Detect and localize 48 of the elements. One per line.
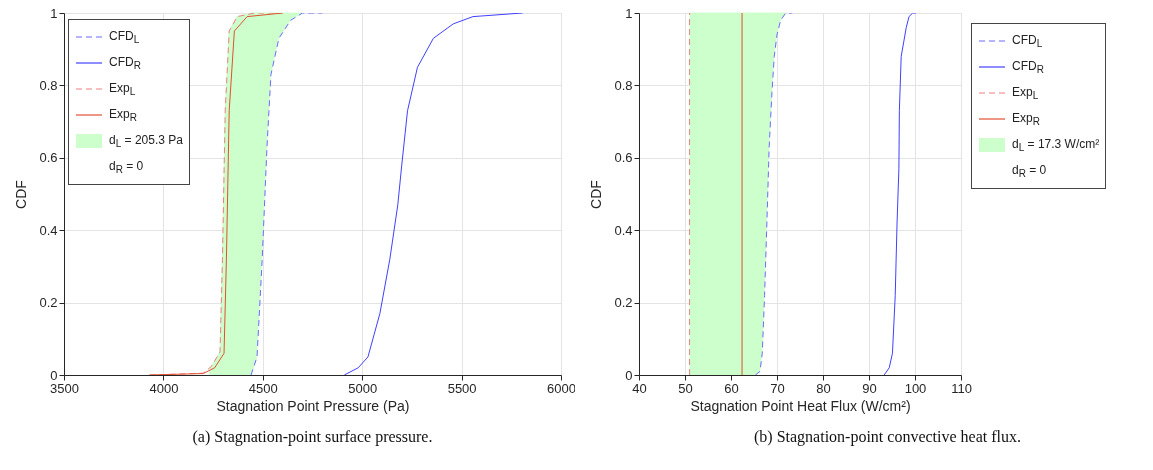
y-tick-label: 0 (50, 367, 58, 383)
x-tick-label: 70 (770, 380, 785, 396)
x-tick-label: 80 (816, 380, 831, 396)
y-tick-label: 1 (625, 5, 633, 21)
line-series (343, 13, 524, 375)
legend-label: Exp$_{R}$ (1012, 110, 1040, 128)
x-tick-label: 90 (862, 380, 877, 396)
x-tick-label: 110 (951, 380, 972, 396)
legend-label: Exp$_{L}$ (1012, 84, 1039, 102)
text: (b) Stagnation-point convective heat flux. (753, 428, 1022, 446)
y-tick-label: 0.4 (39, 222, 58, 238)
x-axis-title: Stagnation Point Pressure (Pa) (216, 397, 410, 414)
x-tick-label: 40 (632, 380, 647, 396)
x-tick-label: 5500 (447, 380, 477, 396)
y-axis-title: CDF (13, 180, 30, 209)
text: (a) Stagnation-point surface pressure. (191, 428, 434, 446)
x-tick-label: 60 (724, 380, 739, 396)
line-series (250, 13, 323, 375)
y-tick-label: 0.6 (39, 150, 58, 166)
y-axis-title: CDF (588, 180, 605, 209)
legend-label: d$_{L}$ = 17.3 W/cm² (1012, 136, 1100, 154)
legend-label: CFD$_{R}$ (109, 54, 141, 72)
x-axis-title: Stagnation Point Heat Flux (W/cm²) (690, 397, 911, 414)
legend-label: Exp$_{R}$ (109, 106, 137, 124)
legend-label: CFD$_{R}$ (1012, 58, 1044, 76)
y-tick-label: 0.2 (39, 295, 58, 311)
y-tick-label: 0 (625, 367, 633, 383)
x-tick-label: 3500 (50, 380, 79, 396)
line-series (754, 13, 793, 375)
line-series (883, 13, 917, 375)
x-tick-label: 100 (904, 380, 927, 396)
legend-label: CFD$_{L}$ (1012, 32, 1043, 50)
y-tick-label: 0.6 (614, 150, 633, 166)
y-tick-label: 0.8 (39, 77, 58, 93)
legend-label: d$_{L}$ = 205.3 Pa (109, 132, 183, 150)
x-tick-label: 5000 (348, 380, 378, 396)
x-tick-label: 4000 (149, 380, 179, 396)
x-tick-label: 50 (678, 380, 693, 396)
y-tick-label: 0.2 (614, 295, 633, 311)
text: d$_{R}$ = 0 (109, 158, 144, 176)
x-tick-label: 4500 (248, 380, 278, 396)
text: d$_{R}$ = 0 (1012, 162, 1047, 180)
legend-label: Exp$_{L}$ (109, 80, 136, 98)
legend-label: CFD$_{L}$ (109, 28, 140, 46)
y-tick-label: 0.4 (614, 222, 633, 238)
x-tick-label: 6000 (547, 380, 576, 396)
y-tick-label: 0.8 (614, 77, 633, 93)
y-tick-label: 1 (50, 5, 58, 21)
